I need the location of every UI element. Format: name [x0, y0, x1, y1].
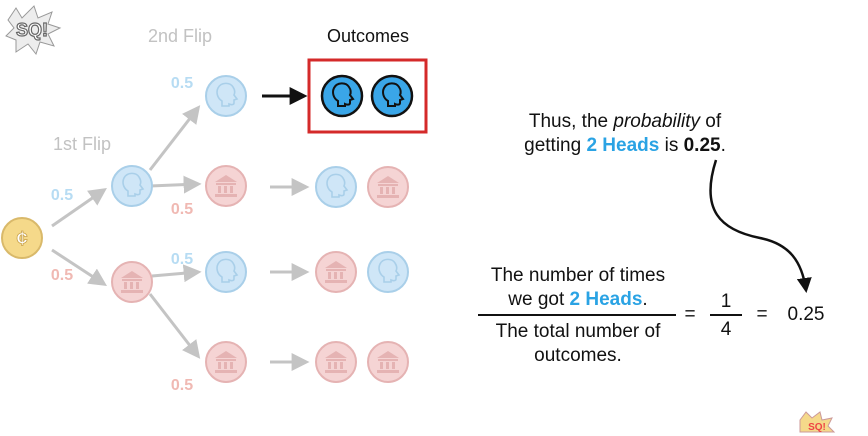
numerator-text: .: [642, 289, 648, 310]
bank-building-icon: [205, 165, 247, 207]
statement-highlight: 2 Heads: [586, 135, 660, 156]
denominator-line-1: The total number of: [495, 321, 661, 342]
statement-text: is: [659, 135, 684, 156]
head-profile-icon: [367, 251, 409, 293]
prob-label-first-tails: 0.5: [51, 267, 73, 284]
probability-statement: Thus, the probability of getting 2 Heads…: [490, 110, 760, 158]
word-fraction-bar: [478, 314, 676, 316]
curved-arrow: [709, 159, 812, 293]
equals-sign-2: =: [756, 304, 768, 325]
result-value: 0.25: [787, 304, 825, 325]
numeric-denominator: 4: [720, 319, 732, 340]
numerator-highlight: 2 Heads: [569, 289, 643, 310]
fraction-numerator-text: The number of times we got 2 Heads.: [468, 264, 688, 312]
outcome-highlight-box: [307, 58, 428, 134]
statement-bold-value: 0.25: [683, 135, 721, 156]
bank-building-icon: [315, 251, 357, 293]
svg-text:SQ!: SQ!: [16, 20, 48, 40]
first-flip-header: 1st Flip: [53, 134, 111, 154]
statement-text: Thus, the: [528, 111, 614, 132]
prob-label-second-hh: 0.5: [171, 75, 193, 92]
head-profile-icon: [205, 251, 247, 293]
tree-branches: [51, 105, 310, 371]
outcome-tails-heads: [315, 251, 409, 293]
fraction-denominator-text: The total number of outcomes.: [468, 320, 688, 368]
statquest-logo: SQ!: [5, 5, 62, 56]
numerator-line-2: we got 2 Heads.: [468, 288, 688, 312]
head-profile-icon: [111, 165, 153, 207]
prob-label-first-heads: 0.5: [51, 187, 73, 204]
bank-building-icon: [111, 261, 153, 303]
numerator-text: we got: [508, 289, 570, 310]
svg-text:SQ!: SQ!: [808, 422, 826, 433]
head-profile-icon: [370, 74, 414, 118]
bank-building-icon: [367, 166, 409, 208]
svg-text:¢: ¢: [16, 228, 27, 250]
denominator-line-2: outcomes.: [534, 345, 622, 366]
outcome-heads-heads: [320, 74, 414, 118]
head-profile-icon: [205, 75, 247, 117]
head-profile-icon: [315, 166, 357, 208]
bank-building-icon: [205, 341, 247, 383]
bank-building-icon: [367, 341, 409, 383]
bank-building-icon: [315, 341, 357, 383]
statement-text: .: [720, 135, 726, 156]
statquest-logo-small: SQ!: [799, 411, 836, 433]
statement-text: of: [699, 111, 722, 132]
prob-label-second-th: 0.5: [171, 251, 193, 268]
outcome-tails-tails: [315, 341, 409, 383]
equals-sign: =: [684, 304, 696, 325]
statement-text: getting: [524, 135, 587, 156]
numerator-line-1: The number of times: [490, 265, 666, 286]
statement-line-1: Thus, the probability of: [490, 110, 760, 134]
head-profile-icon: [320, 74, 364, 118]
prob-label-second-ht: 0.5: [171, 201, 193, 218]
statement-line-2: getting 2 Heads is 0.25.: [490, 134, 760, 158]
statement-italic: probability: [613, 111, 700, 132]
numeric-numerator: 1: [720, 291, 732, 312]
prob-label-second-tt: 0.5: [171, 377, 193, 394]
numeric-fraction-bar: [710, 314, 742, 316]
second-flip-header: 2nd Flip: [148, 26, 212, 46]
outcome-heads-tails: [315, 166, 409, 208]
coin-cent-icon: ¢: [1, 217, 43, 259]
outcomes-header: Outcomes: [327, 26, 409, 46]
